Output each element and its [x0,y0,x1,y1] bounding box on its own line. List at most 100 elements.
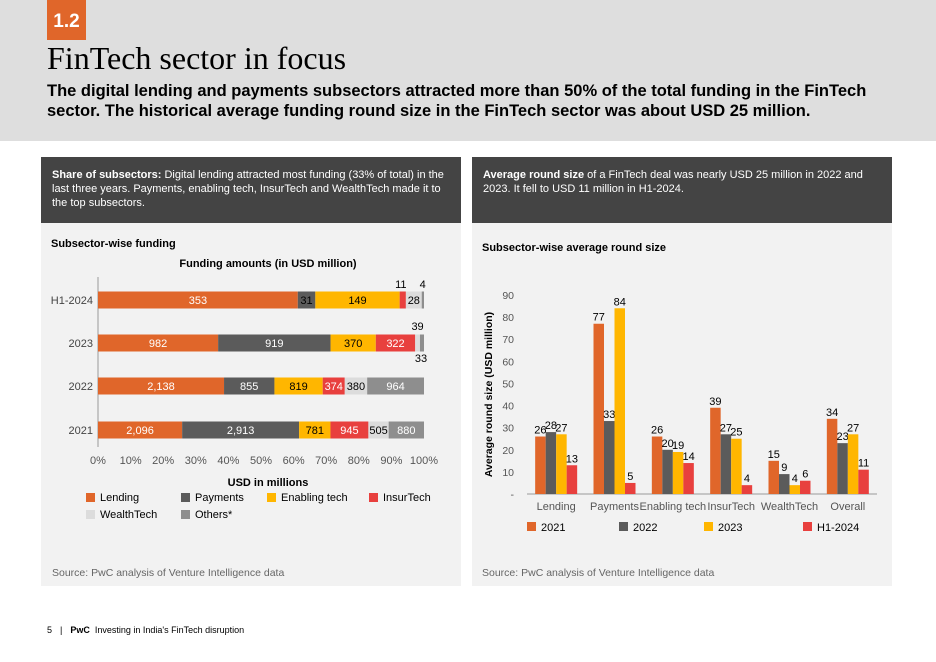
y-tick-8: 80 [502,312,514,324]
legend-label-lending: Lending [100,492,139,504]
legend-swatch-insurtech [369,493,378,502]
data-label-lending-h1-2024: 13 [566,453,578,465]
data-label-2023-wealthtech: 39 [411,321,423,333]
data-label-payments-2021: 77 [593,312,605,324]
bar-2022-others [367,377,424,395]
bar-2022-enabling-tech [274,377,323,395]
x-tick-5: 50% [250,455,272,467]
bar-payments-h1-2024 [625,482,636,494]
data-label-insurtech-h1-2024: 4 [744,473,750,485]
chart-title: Funding amounts (in USD million) [179,258,357,270]
data-label-payments-h1-2024: 5 [627,471,633,483]
data-label-insurtech-2022: 27 [720,422,732,434]
data-label-wealthtech-h1-2024: 6 [802,469,808,481]
bar-lending-h1-2024 [566,465,578,494]
footer-separator: | [60,625,63,635]
legend-label-others: Others* [195,509,233,521]
section-number: 1.2 [47,0,86,40]
data-label-h1-2024-payments: 31 [300,295,312,307]
data-label-payments-2022: 33 [603,409,615,421]
bar-h1-2024-insurtech [399,291,406,309]
data-label-enabling-tech-2022: 20 [661,438,673,450]
category-label-wealthtech: WealthTech [761,501,818,513]
bar-h1-2024-enabling-tech [315,291,400,309]
bar-overall-2021 [826,418,838,494]
y-tick-1: 10 [502,467,514,479]
bar-h1-2024-payments [297,291,316,309]
x-tick-3: 30% [185,455,207,467]
bar-2022-payments [224,377,275,395]
right-chart-label: Subsector-wise average round size [482,242,667,254]
category-label-lending: Lending [537,501,576,513]
y-tick-6: 60 [502,356,514,368]
legend-label-2023: 2023 [718,522,742,534]
bar-2023-lending [98,334,219,352]
x-tick-2: 20% [152,455,174,467]
bar-payments-2023 [614,308,625,494]
bar-2021-lending [98,421,183,439]
bar-payments-2022 [604,421,615,494]
data-label-2022-wealthtech: 380 [347,381,365,393]
bar-wealthtech-2022 [779,474,790,494]
y-tick-5: 50 [502,378,514,390]
right-header-text: of a FinTech deal was nearly USD 25 mill… [483,169,863,195]
x-tick-9: 90% [380,455,402,467]
page-number: 5 [47,625,53,635]
data-label-overall-2021: 34 [826,407,838,419]
data-label-2022-payments: 855 [240,381,258,393]
data-label-enabling-tech-h1-2024: 14 [682,451,694,463]
data-label-enabling-tech-2021: 26 [651,425,663,437]
bar-lending-2021 [535,436,546,494]
bar-2023-enabling-tech [330,334,376,352]
right-source: Source: PwC analysis of Venture Intellig… [482,567,715,579]
category-label-insurtech: InsurTech [707,501,755,513]
data-label-2021-insurtech: 945 [340,425,358,437]
data-label-2023-enabling-tech: 370 [344,338,362,350]
bar-insurtech-2022 [720,434,732,494]
left-panel: Share of subsectors: Digital lending att… [41,157,461,586]
y-tick-4: 40 [502,401,514,413]
data-label-2022-enabling-tech: 819 [289,381,307,393]
bar-h1-2024-others [421,291,424,309]
bar-h1-2024-wealthtech [405,291,422,309]
bar-enabling-tech-2023 [672,451,684,494]
data-label-2023-insurtech: 322 [386,338,404,350]
data-label-lending-2022: 28 [545,420,557,432]
data-label-wealthtech-2022: 9 [781,462,787,474]
data-label-2023-others: 33 [415,353,427,365]
data-label-2021-enabling-tech: 781 [306,425,324,437]
data-label-h1-2024-enabling-tech: 149 [348,295,366,307]
legend-label-insurtech: InsurTech [383,492,431,504]
bar-overall-2023 [847,434,859,494]
funding-stacked-bar-chart: Funding amounts (in USD million) H1-2024 3… [51,258,438,521]
bar-2021-others [388,421,424,439]
right-panel: Average round size of a FinTech deal was… [472,157,892,586]
left-panel-header: Share of subsectors: Digital lending att… [41,157,461,223]
data-label-wealthtech-2023: 4 [792,473,798,485]
bar-insurtech-h1-2024 [741,485,753,494]
x-tick-10: 100% [410,455,438,467]
data-label-overall-2022: 23 [836,431,848,443]
bar-2023-wealthtech [415,334,420,352]
bar-2022-lending [98,377,225,395]
data-label-insurtech-2021: 39 [709,396,721,408]
category-label-payments: Payments [590,501,639,513]
legend-label-h1-2024: H1-2024 [817,522,859,534]
bar-2022-insurtech [322,377,345,395]
bar-2021-wealthtech [368,421,389,439]
legend-swatch-2022 [619,522,628,531]
x-tick-7: 70% [315,455,337,467]
data-label-overall-h1-2024: 11 [858,458,869,470]
y-tick-7: 70 [502,334,514,346]
bar-h1-2024-lending [98,291,298,309]
legend-swatch-2023 [704,522,713,531]
category-label-2022: 2022 [69,381,93,393]
data-label-2022-lending: 2,138 [147,381,175,393]
bar-enabling-tech-2022 [662,449,673,494]
legend-swatch-h1-2024 [803,522,812,531]
y-tick-9: 90 [502,290,514,302]
category-label-h1-2024: H1-2024 [51,295,93,307]
legend-swatch-payments [181,493,190,502]
legend-swatch-enabling-tech [267,493,276,502]
data-label-h1-2024-wealthtech: 28 [408,295,420,307]
